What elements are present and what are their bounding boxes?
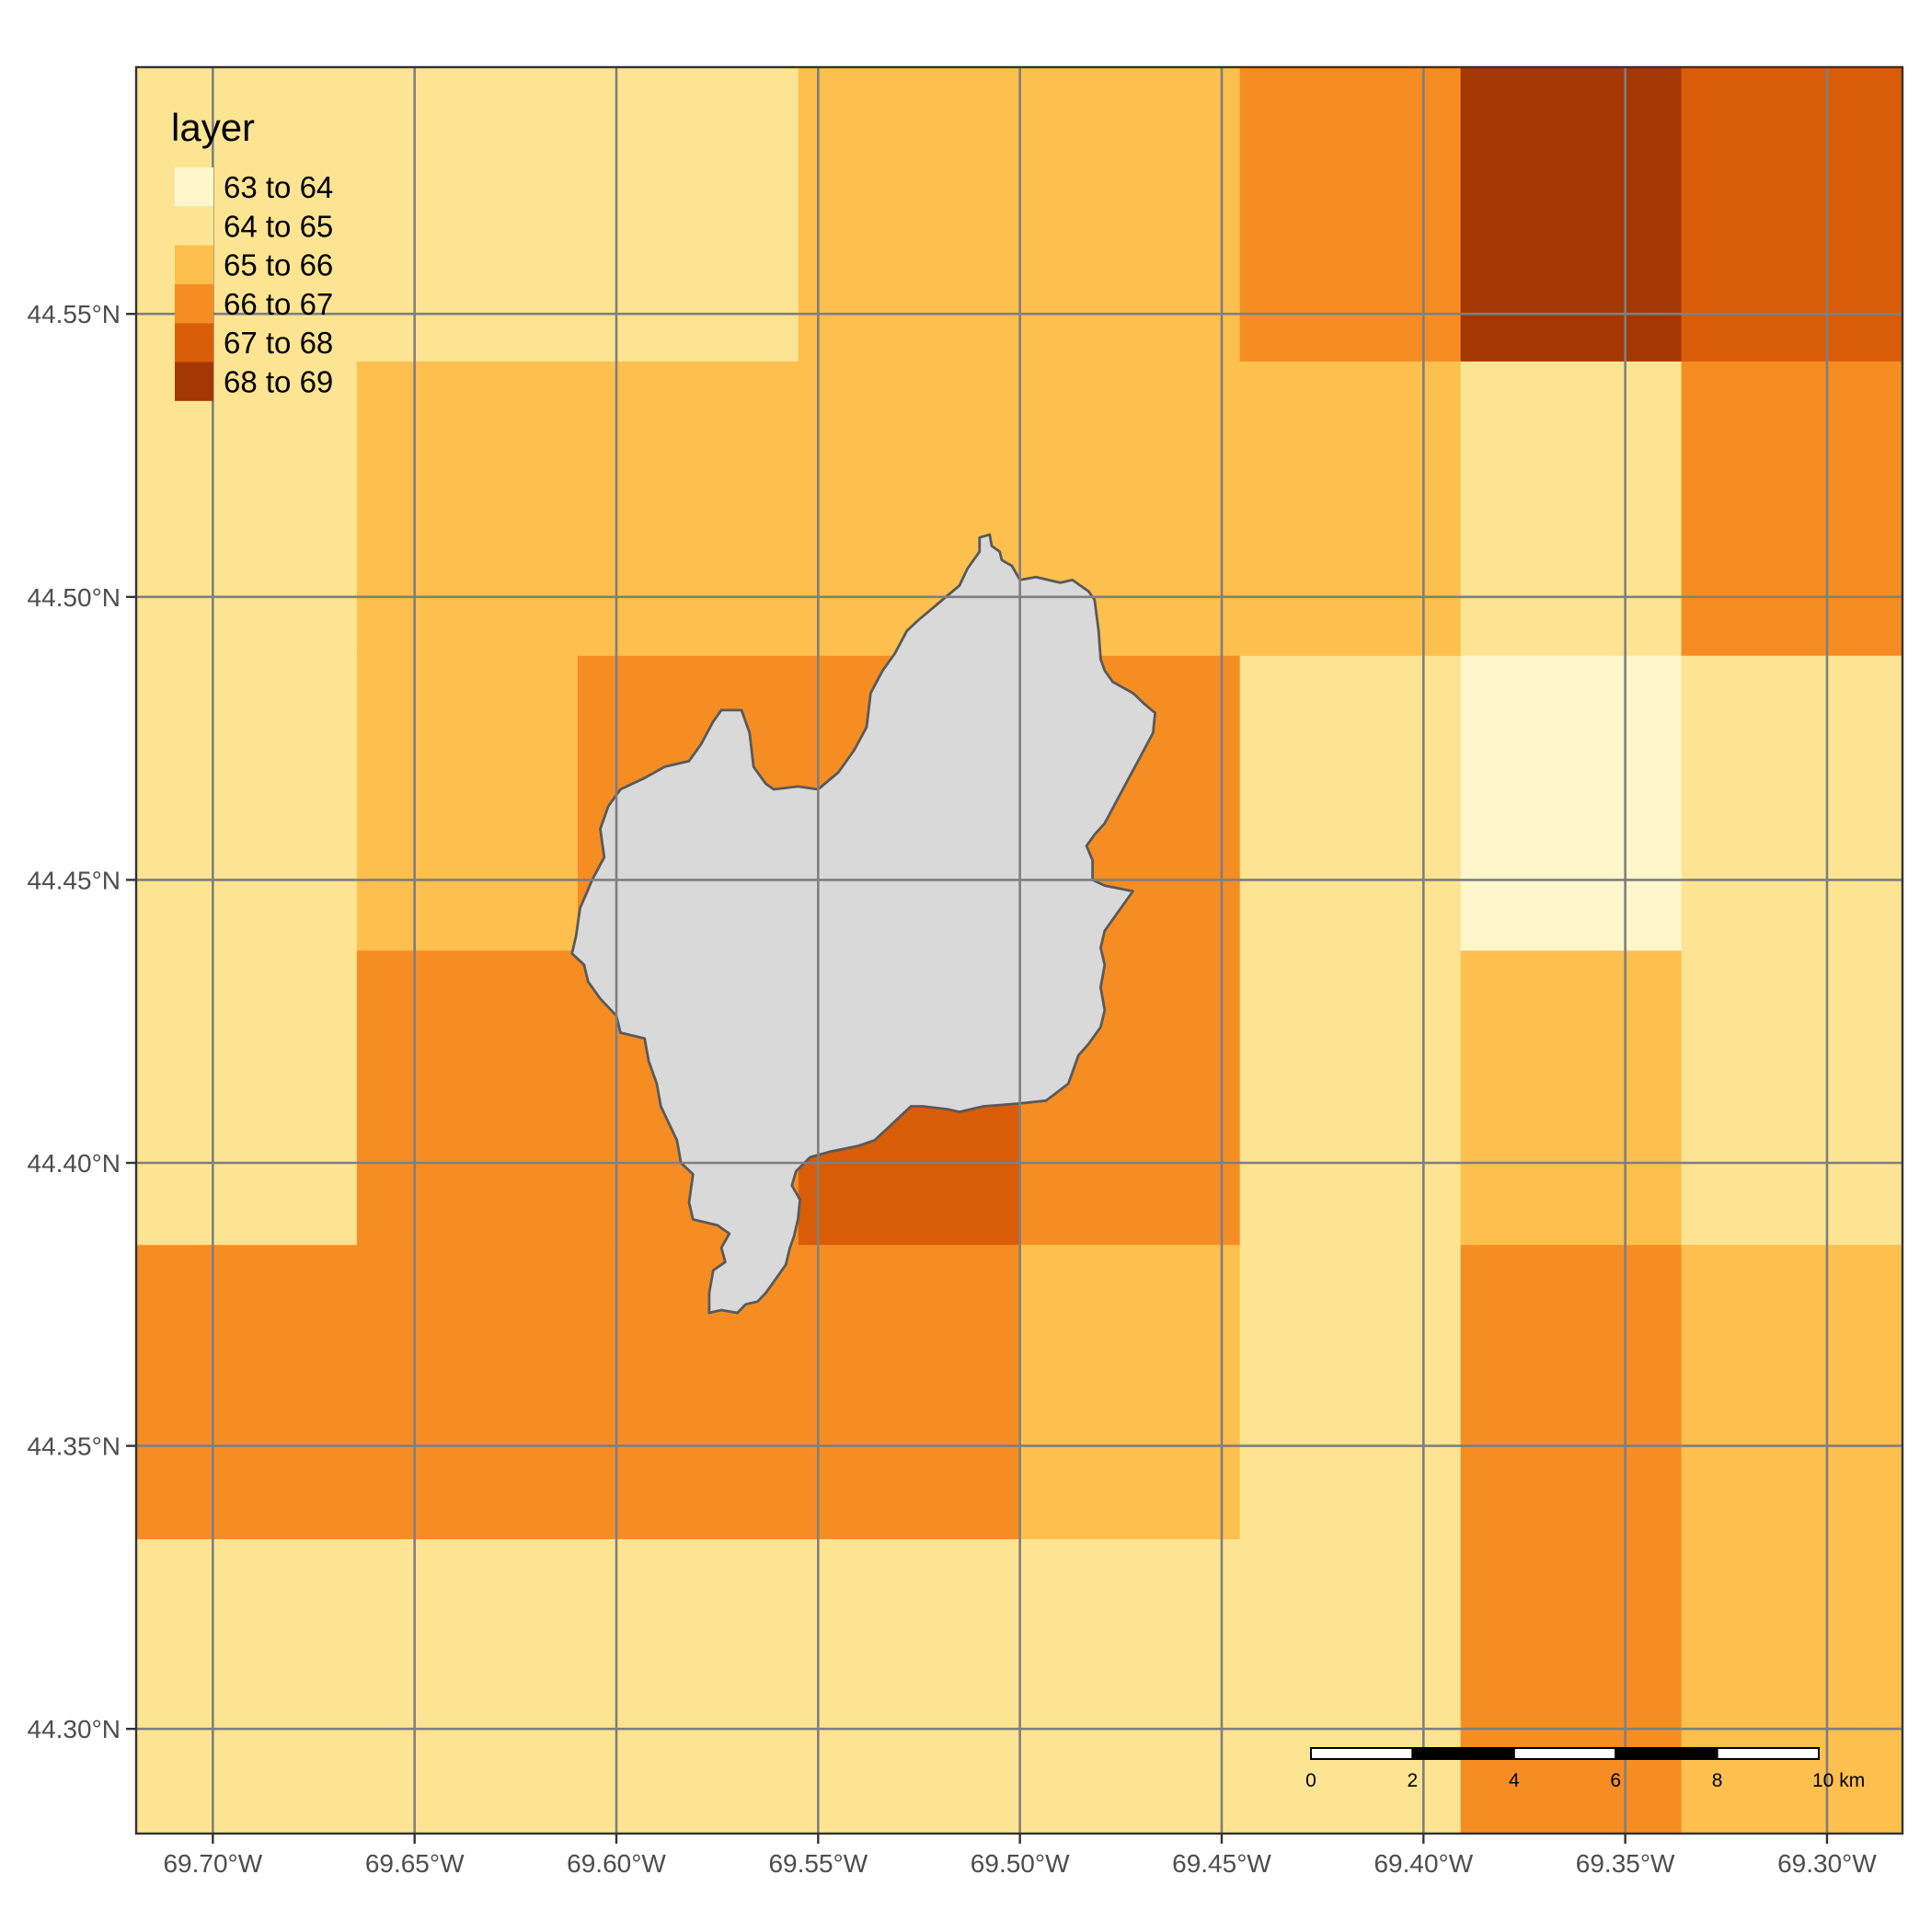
legend-items: 63 to 64 64 to 65 65 to 66 66 to 67 67 to 68… [175,167,333,401]
scale-bar-segment [1512,1747,1617,1760]
scale-bar-label: 4 [1509,1770,1520,1791]
raster-cell [798,1539,1020,1834]
raster-cell [356,67,579,362]
raster-cell [356,950,579,1246]
raster-cell [136,1539,358,1834]
scale-bar-label: 6 [1610,1770,1621,1791]
x-tick-label: 69.55°W [768,1849,868,1878]
legend: layer 63 to 64 64 to 65 65 to 66 66 to 67 67… [171,106,333,401]
x-axis: 69.70°W 69.65°W 69.60°W 69.55°W 69.50°W 69.45… [163,1834,1877,1878]
scale-bar: 0 2 4 6 8 10 km [1305,1747,1865,1791]
raster-cell [1018,67,1241,362]
raster-cell [1239,67,1462,362]
x-tick-label: 69.60°W [567,1849,666,1878]
legend-title: layer [171,106,255,149]
scale-bar-segment [1716,1747,1820,1760]
raster-cell [136,655,358,951]
raster-cell [1460,361,1683,657]
x-tick-label: 69.35°W [1576,1849,1675,1878]
legend-label: 64 to 65 [224,209,333,243]
legend-label: 66 to 67 [224,287,333,321]
raster-cell [1681,950,1903,1246]
y-tick-label: 44.55°N [28,300,121,328]
map-panel [134,65,1904,1835]
scale-bar-label: 10 km [1812,1770,1865,1791]
legend-label: 65 to 66 [224,248,333,282]
scale-bar-segment [1615,1747,1718,1760]
raster-cell [1239,950,1462,1246]
x-tick-label: 69.50°W [971,1849,1070,1878]
raster-cell [798,67,1020,362]
raster-cell [356,655,579,951]
raster-cell [1239,655,1462,951]
y-tick-label: 44.50°N [28,583,121,612]
raster-cell [1460,67,1683,362]
legend-label: 67 to 68 [224,326,333,360]
x-tick-label: 69.70°W [163,1849,262,1878]
raster-cell [1460,1245,1683,1540]
raster-cell [1239,361,1462,657]
raster-cell [1239,1245,1462,1540]
raster-cell [1681,1539,1903,1834]
lake-polygon [570,533,1156,1315]
raster-cell [136,950,358,1246]
raster-cell [577,67,799,362]
scale-bar-label: 0 [1305,1770,1316,1791]
raster-cell [136,361,358,657]
y-axis: 44.30°N 44.35°N 44.40°N 44.45°N 44.50°N 44.55… [28,300,136,1743]
raster-cell [798,1245,1020,1540]
raster-cell [1460,655,1683,951]
raster-cell [1460,1539,1683,1834]
legend-swatch [175,245,213,284]
raster-cell [1239,1539,1462,1834]
raster-cell [577,361,799,657]
raster-cell [1681,67,1903,362]
x-tick-label: 69.65°W [365,1849,465,1878]
x-tick-label: 69.40°W [1374,1849,1473,1878]
legend-label: 68 to 69 [224,365,333,399]
legend-label: 63 to 64 [224,170,333,204]
y-tick-label: 44.40°N [28,1149,121,1178]
legend-swatch [175,283,213,324]
raster-cell [356,1245,579,1540]
raster-cell [1681,361,1903,657]
raster-cell [356,361,579,657]
y-tick-label: 44.35°N [28,1432,121,1461]
raster-cell [1460,950,1683,1246]
scale-bar-segment [1310,1747,1414,1760]
raster-cell [1018,1245,1241,1540]
lake-polygon-layer [570,533,1156,1315]
x-tick-label: 69.45°W [1172,1849,1271,1878]
scale-bar-segment [1411,1747,1515,1760]
y-tick-label: 44.45°N [28,866,121,894]
raster-cell [577,1539,799,1834]
raster-cell [1681,655,1903,951]
raster-cell [1018,1539,1241,1834]
x-tick-label: 69.30°W [1777,1849,1877,1878]
y-tick-label: 44.30°N [28,1715,121,1743]
legend-swatch [175,323,213,362]
raster-cell [356,1539,579,1834]
scale-bar-label: 2 [1408,1770,1419,1791]
legend-swatch [175,206,213,246]
raster-cell [136,1245,358,1540]
legend-swatch [175,167,213,207]
legend-swatch [175,362,213,401]
raster-cell [1681,1245,1903,1540]
graticule [136,67,1902,1834]
scale-bar-label: 8 [1712,1770,1723,1791]
